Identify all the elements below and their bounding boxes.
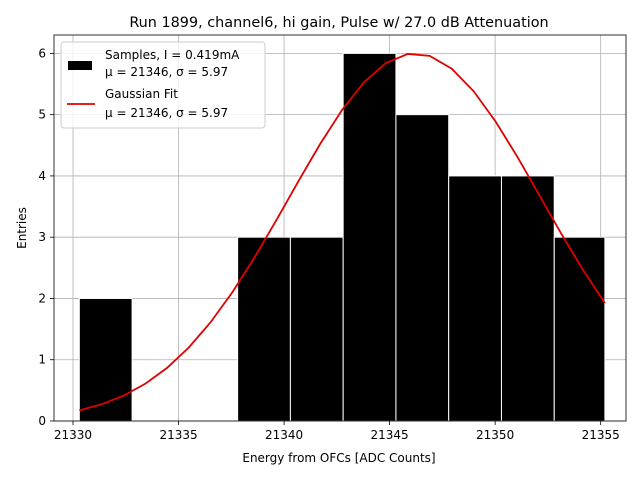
y-axis-ticks: 0 1 2 3 4 5 6 [38,46,54,428]
gaussian-fit [79,53,606,412]
histogram-bar [289,236,344,422]
histogram-bar [78,297,133,422]
x-tick-label: 21330 [54,428,92,442]
legend-box [60,41,266,129]
legend-fit-label: Gaussian Fit [105,87,178,101]
y-tick-label: 6 [38,46,46,60]
histogram-bars [78,52,606,422]
legend-fit-stats: μ = 21346, σ = 5.97 [105,106,228,120]
legend: Samples, I = 0.419mA μ = 21346, σ = 5.97… [60,41,266,129]
y-tick-label: 0 [38,414,46,428]
y-tick-label: 1 [38,353,46,367]
histogram-bar [500,175,555,422]
x-tick-label: 21350 [476,428,514,442]
x-tick-label: 21355 [582,428,620,442]
x-tick-label: 21345 [371,428,409,442]
y-axis-label: Entries [15,207,29,249]
y-tick-label: 5 [38,108,46,122]
x-axis-label: Energy from OFCs [ADC Counts] [242,451,435,465]
histogram-bar [342,52,397,422]
y-tick-label: 4 [38,169,46,183]
x-axis-ticks: 21330 21335 21340 21345 21350 21355 [54,421,620,442]
x-tick-label: 21335 [159,428,197,442]
y-tick-label: 3 [38,230,46,244]
chart-title: Run 1899, channel6, hi gain, Pulse w/ 27… [129,15,548,31]
histogram-bar [448,175,502,422]
gaussian-fit-line [79,53,606,412]
x-tick-label: 21340 [265,428,303,442]
legend-samples-label: Samples, I = 0.419mA [105,48,240,62]
histogram-bar [553,236,606,422]
legend-samples-stats: μ = 21346, σ = 5.97 [105,65,228,79]
legend-swatch-samples [68,61,92,70]
histogram-bar [395,114,450,422]
y-tick-label: 2 [38,291,46,305]
axes-frame [53,34,627,422]
histogram-bar [237,236,291,422]
